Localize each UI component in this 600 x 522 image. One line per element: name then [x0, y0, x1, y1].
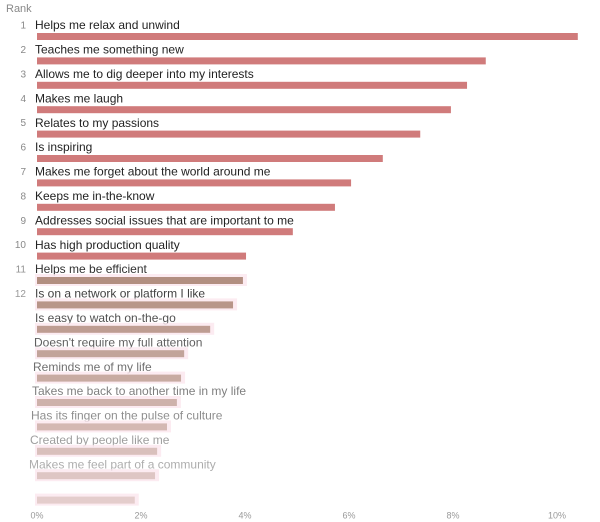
rank-header: Rank: [6, 3, 32, 15]
category-label: Created by people like me: [30, 433, 170, 447]
bar: [37, 33, 578, 40]
bar: [37, 106, 451, 114]
category-label: Has its finger on the pulse of culture: [31, 409, 223, 423]
bar: [37, 130, 421, 138]
bar: [37, 325, 211, 333]
bar: [37, 496, 135, 504]
bar: [37, 81, 468, 89]
rank-label: 7: [20, 167, 26, 178]
rank-label: 5: [20, 118, 26, 129]
bar-shadow: [35, 444, 162, 457]
rank-label: 1: [20, 21, 26, 32]
x-tick-label: 4%: [238, 510, 251, 520]
category-label: Doesn't require my full attention: [34, 335, 202, 349]
bar: [37, 350, 185, 358]
x-tick-label: 0%: [30, 510, 43, 520]
category-label: Helps me relax and unwind: [35, 18, 180, 32]
rank-label: 11: [16, 265, 27, 276]
bar: [37, 57, 486, 65]
category-label: Helps me be efficient: [35, 262, 148, 276]
bar: [37, 228, 293, 236]
bar: [37, 423, 167, 431]
rank-label: 9: [20, 216, 26, 227]
category-label: Has high production quality: [35, 238, 180, 252]
rank-label: 8: [20, 191, 26, 202]
rank-label: 2: [20, 45, 26, 56]
bar: [37, 203, 335, 211]
x-tick-label: 6%: [342, 510, 355, 520]
category-label: Addresses social issues that are importa…: [35, 213, 294, 227]
category-label: Allows me to dig deeper into my interest…: [35, 67, 254, 81]
bar: [37, 301, 234, 309]
category-label: Teaches me something new: [35, 43, 184, 57]
category-label: Is inspiring: [35, 140, 92, 154]
bar: [37, 252, 247, 260]
category-label: Makes me laugh: [35, 91, 123, 105]
x-tick-label: 10%: [548, 510, 566, 520]
category-label: Makes me feel part of a community: [29, 457, 216, 471]
bar: [37, 179, 352, 187]
rank-label: 6: [20, 143, 26, 154]
x-tick-label: 2%: [134, 510, 147, 520]
bar: [37, 399, 177, 406]
bar: [37, 447, 158, 455]
category-label: Relates to my passions: [35, 116, 159, 130]
category-label: Is on a network or platform I like: [35, 287, 205, 301]
rank-label: 4: [20, 94, 26, 105]
category-label: Makes me forget about the world around m…: [35, 165, 271, 179]
rank-label: 10: [15, 240, 27, 251]
category-label: Is easy to watch on-the-go: [35, 311, 176, 325]
rank-label: 12: [15, 289, 27, 300]
x-tick-label: 8%: [446, 510, 459, 520]
category-label: Reminds me of my life: [33, 360, 152, 374]
rank-label: 3: [20, 69, 26, 80]
bar: [37, 277, 243, 284]
bar-shadow: [35, 469, 160, 482]
category-label: Takes me back to another time in my life: [32, 384, 246, 398]
category-label: Keeps me in-the-know: [35, 189, 155, 203]
bar: [37, 472, 156, 480]
bar: [37, 155, 383, 162]
bar: [37, 374, 182, 382]
bar-shadow: [35, 493, 139, 506]
